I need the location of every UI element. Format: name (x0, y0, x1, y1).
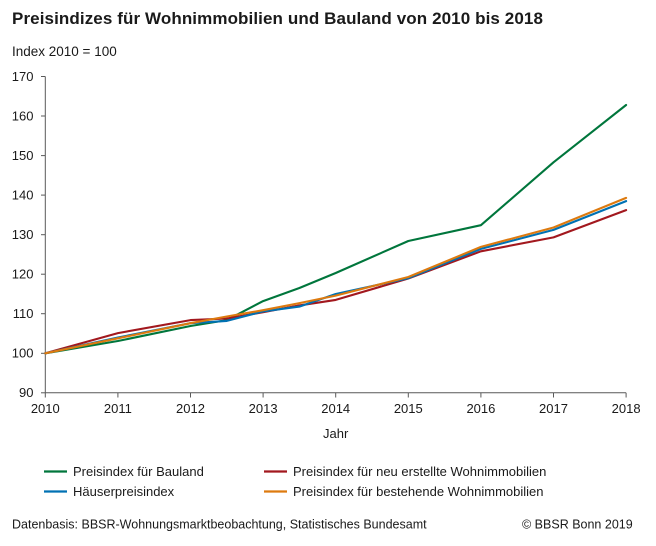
svg-text:2018: 2018 (612, 401, 641, 416)
svg-text:160: 160 (12, 109, 34, 124)
svg-text:130: 130 (12, 227, 34, 242)
svg-text:2010: 2010 (31, 401, 60, 416)
svg-text:120: 120 (12, 267, 34, 282)
svg-text:2015: 2015 (394, 401, 423, 416)
svg-text:2011: 2011 (104, 401, 132, 416)
svg-text:100: 100 (12, 346, 34, 361)
svg-text:© BBSR Bonn 2019: © BBSR Bonn 2019 (522, 518, 633, 532)
svg-text:2014: 2014 (321, 401, 350, 416)
svg-text:Jahr: Jahr (323, 426, 349, 441)
svg-text:2017: 2017 (539, 401, 568, 416)
svg-text:2013: 2013 (249, 401, 278, 416)
svg-text:2012: 2012 (176, 401, 205, 416)
svg-text:150: 150 (12, 148, 34, 163)
svg-text:140: 140 (12, 188, 34, 203)
svg-text:110: 110 (13, 306, 34, 321)
svg-text:Häuserpreisindex: Häuserpreisindex (73, 484, 175, 499)
svg-text:90: 90 (19, 385, 33, 400)
svg-text:170: 170 (12, 69, 34, 84)
svg-text:Datenbasis: BBSR-Wohnungsmarkt: Datenbasis: BBSR-Wohnungsmarktbeobachtun… (12, 518, 427, 532)
svg-text:Preisindex für Bauland: Preisindex für Bauland (73, 464, 204, 479)
svg-text:Preisindex für bestehende Wohn: Preisindex für bestehende Wohnimmobilien (293, 484, 544, 499)
svg-text:Preisindex für neu erstellte W: Preisindex für neu erstellte Wohnimmobil… (293, 464, 546, 479)
svg-text:2016: 2016 (466, 401, 495, 416)
